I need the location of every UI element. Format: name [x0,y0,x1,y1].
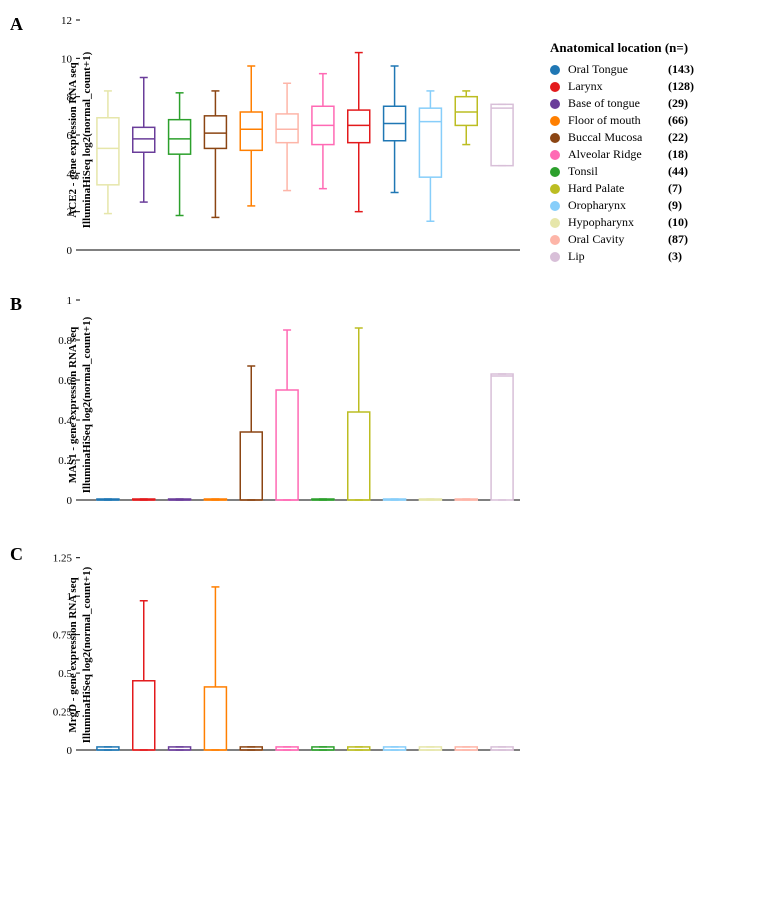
legend-label: Oral Tongue [568,62,668,77]
legend-row: Alveolar Ridge(18) [550,147,694,162]
legend-label: Hard Palate [568,181,668,196]
legend-label: Oropharynx [568,198,668,213]
legend-label: Oral Cavity [568,232,668,247]
legend-n: (66) [668,113,688,128]
legend-dot-icon [550,116,560,126]
legend-row: Hypopharynx(10) [550,215,694,230]
panel-c-label: C [10,540,40,565]
legend-dot-icon [550,150,560,160]
legend-n: (3) [668,249,682,264]
legend-dot-icon [550,99,560,109]
legend-n: (7) [668,181,682,196]
chart-c-ylabel1: MrgD - gene expression RNA seq [67,577,79,732]
legend-label: Floor of mouth [568,113,668,128]
legend-n: (18) [668,147,688,162]
legend-dot-icon [550,235,560,245]
legend-row: Floor of mouth(66) [550,113,694,128]
legend-n: (10) [668,215,688,230]
chart-a-ylabel1: ACE2 - gene expression RNA seq [67,62,79,217]
legend-dot-icon [550,133,560,143]
panel-a-label: A [10,10,40,35]
figure-container: A ACE2 - gene expression RNA seq Illumin… [10,10,763,770]
chart-c-svg: 00.250.50.7511.25 [40,540,530,770]
legend-row: Tonsil(44) [550,164,694,179]
legend-n: (128) [668,79,694,94]
legend-row: Hard Palate(7) [550,181,694,196]
legend-row: Buccal Mucosa(22) [550,130,694,145]
legend-n: (87) [668,232,688,247]
chart-c-ylabel2: IlluminaHiSeq log2(normal_count+1) [81,567,93,743]
legend-title: Anatomical location (n=) [550,40,694,56]
panel-c-row: C MrgD - gene expression RNA seq Illumin… [10,540,763,770]
legend-label: Alveolar Ridge [568,147,668,162]
panel-b-row: B MAS1 - gene expression RNA seq Illumin… [10,290,763,520]
chart-a-ylabel2: IlluminaHiSeq log2(normal_count+1) [81,52,93,228]
legend: Anatomical location (n=) Oral Tongue(143… [550,40,694,266]
legend-n: (22) [668,130,688,145]
legend-label: Lip [568,249,668,264]
svg-text:1.25: 1.25 [53,553,73,565]
svg-text:0: 0 [67,745,73,757]
legend-row: Base of tongue(29) [550,96,694,111]
legend-row: Oral Cavity(87) [550,232,694,247]
legend-row: Lip(3) [550,249,694,264]
legend-dot-icon [550,65,560,75]
legend-n: (44) [668,164,688,179]
svg-text:0: 0 [67,495,73,507]
legend-dot-icon [550,82,560,92]
legend-dot-icon [550,252,560,262]
legend-label: Hypopharynx [568,215,668,230]
svg-text:1: 1 [67,295,73,307]
svg-text:0: 0 [67,245,73,257]
legend-dot-icon [550,184,560,194]
legend-row: Larynx(128) [550,79,694,94]
chart-a-ylabel: ACE2 - gene expression RNA seq IlluminaH… [66,52,95,228]
panel-b-label: B [10,290,40,315]
legend-label: Buccal Mucosa [568,130,668,145]
legend-row: Oropharynx(9) [550,198,694,213]
legend-dot-icon [550,167,560,177]
legend-label: Base of tongue [568,96,668,111]
chart-a-wrap: ACE2 - gene expression RNA seq IlluminaH… [40,10,530,270]
legend-n: (9) [668,198,682,213]
chart-a-svg: 024681012 [40,10,530,270]
chart-b-ylabel2: IlluminaHiSeq log2(normal_count+1) [81,317,93,493]
legend-dot-icon [550,218,560,228]
chart-b-ylabel: MAS1 - gene expression RNA seq IlluminaH… [66,317,95,493]
legend-n: (29) [668,96,688,111]
chart-b-svg: 00.20.40.60.81 [40,290,530,520]
legend-dot-icon [550,201,560,211]
legend-label: Larynx [568,79,668,94]
chart-c-ylabel: MrgD - gene expression RNA seq IlluminaH… [66,567,95,743]
chart-b-wrap: MAS1 - gene expression RNA seq IlluminaH… [40,290,530,520]
svg-text:12: 12 [61,15,72,27]
legend-label: Tonsil [568,164,668,179]
chart-b-ylabel1: MAS1 - gene expression RNA seq [67,327,79,484]
legend-row: Oral Tongue(143) [550,62,694,77]
panel-a-row: A ACE2 - gene expression RNA seq Illumin… [10,10,763,270]
chart-c-wrap: MrgD - gene expression RNA seq IlluminaH… [40,540,530,770]
legend-n: (143) [668,62,694,77]
